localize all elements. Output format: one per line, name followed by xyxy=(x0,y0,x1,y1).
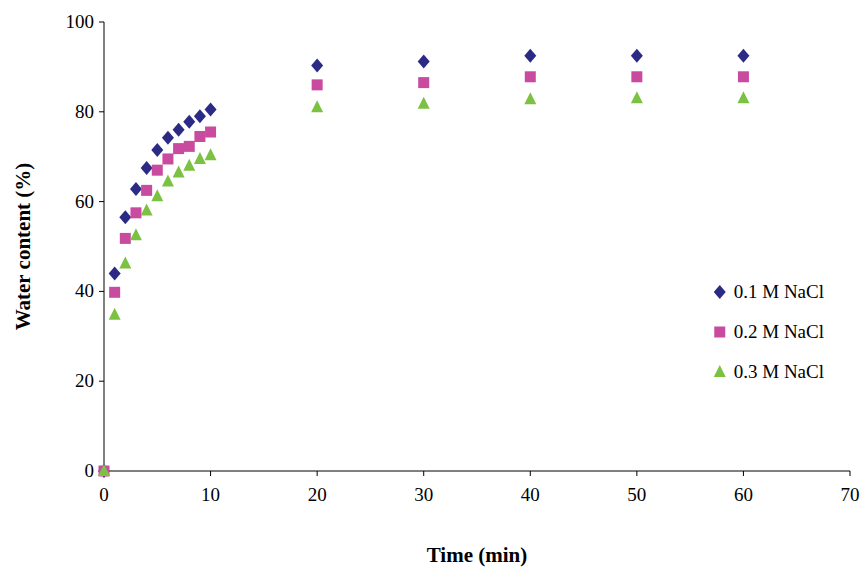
point xyxy=(418,97,430,109)
point xyxy=(524,92,536,104)
y-tick xyxy=(99,201,104,202)
y-tick-label: 60 xyxy=(75,191,94,212)
y-tick xyxy=(99,111,104,112)
y-tick-label: 100 xyxy=(66,11,95,32)
point xyxy=(109,266,121,280)
y-tick xyxy=(99,381,104,382)
point xyxy=(184,141,195,152)
x-tick xyxy=(743,471,744,476)
point xyxy=(141,185,152,196)
point xyxy=(738,71,749,82)
y-tick xyxy=(99,22,104,23)
point xyxy=(183,159,195,171)
series xyxy=(99,71,749,476)
x-tick-label: 40 xyxy=(521,484,540,505)
point xyxy=(205,148,217,160)
point xyxy=(194,131,205,142)
legend-marker xyxy=(714,365,726,377)
x-tick xyxy=(423,471,424,476)
y-tick-label: 40 xyxy=(75,280,94,301)
y-axis-title: Water content (%) xyxy=(11,163,35,331)
point xyxy=(631,71,642,82)
point xyxy=(205,103,217,117)
y-axis xyxy=(104,22,105,471)
point xyxy=(130,207,141,218)
point xyxy=(173,143,184,154)
point xyxy=(120,233,131,244)
plot-area xyxy=(98,49,749,478)
point xyxy=(183,115,195,129)
legend-label: 0.3 M NaCl xyxy=(734,361,824,382)
point xyxy=(109,287,120,298)
x-axis-title: Time (min) xyxy=(427,543,528,567)
legend: 0.1 M NaCl 0.2 M NaCl 0.3 M NaCl xyxy=(714,281,824,382)
point xyxy=(312,79,323,90)
x-tick-label: 0 xyxy=(99,484,109,505)
series xyxy=(98,91,749,476)
point xyxy=(162,131,174,145)
x-tick-label: 20 xyxy=(308,484,327,505)
series xyxy=(98,49,749,478)
y-tick-label: 0 xyxy=(85,460,95,481)
point xyxy=(737,91,749,103)
x-tick-label: 60 xyxy=(734,484,753,505)
point xyxy=(194,109,206,123)
x-tick xyxy=(636,471,637,476)
point xyxy=(418,77,429,88)
point xyxy=(119,210,131,224)
point xyxy=(311,100,323,112)
point xyxy=(151,189,163,201)
point xyxy=(119,257,131,269)
x-tick-label: 30 xyxy=(414,484,433,505)
point xyxy=(631,49,643,63)
point xyxy=(524,49,536,63)
point xyxy=(109,308,121,320)
point xyxy=(98,464,110,476)
x-tick-label: 10 xyxy=(201,484,220,505)
point xyxy=(98,464,110,478)
x-tick-label: 50 xyxy=(627,484,646,505)
point xyxy=(525,71,536,82)
y-tick-label: 80 xyxy=(75,101,94,122)
y-tick-label: 20 xyxy=(75,370,94,391)
legend-label: 0.2 M NaCl xyxy=(734,321,824,342)
y-tick xyxy=(99,291,104,292)
point xyxy=(141,204,153,216)
point xyxy=(311,59,323,73)
point xyxy=(631,91,643,103)
point xyxy=(162,153,173,164)
x-tick xyxy=(317,471,318,476)
point xyxy=(173,165,185,177)
legend-marker xyxy=(714,285,726,299)
x-tick xyxy=(530,471,531,476)
point xyxy=(173,123,185,137)
point xyxy=(418,55,430,69)
legend-label: 0.1 M NaCl xyxy=(734,281,824,302)
point xyxy=(141,161,153,175)
x-tick xyxy=(210,471,211,476)
point xyxy=(151,143,163,157)
legend-marker xyxy=(714,327,725,338)
point xyxy=(130,228,142,240)
point xyxy=(205,127,216,138)
x-axis xyxy=(104,471,850,472)
x-tick-label: 70 xyxy=(841,484,860,505)
point xyxy=(737,49,749,63)
point xyxy=(130,182,142,196)
chart: 0 20 40 60 80 100 0 10 20 30 40 50 60 70 Time (min) Wat… xyxy=(0,0,866,572)
point xyxy=(162,174,174,186)
x-tick xyxy=(850,471,851,476)
point xyxy=(194,152,206,164)
point xyxy=(152,165,163,176)
